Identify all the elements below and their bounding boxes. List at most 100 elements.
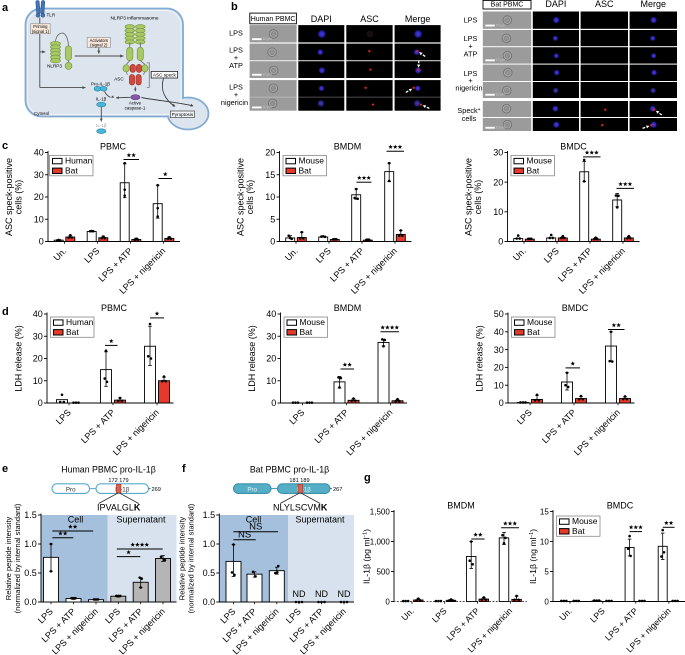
svg-text:+: + <box>468 42 472 51</box>
svg-text:0: 0 <box>39 237 44 247</box>
svg-text:1.0: 1.0 <box>24 539 37 549</box>
svg-text:Speck+: Speck+ <box>457 106 480 115</box>
svg-text:): ) <box>362 529 372 532</box>
svg-text:Bat PBMC: Bat PBMC <box>491 1 524 8</box>
svg-text:NLRP3: NLRP3 <box>47 63 62 68</box>
svg-text:5: 5 <box>270 214 275 224</box>
svg-text:20: 20 <box>494 363 504 373</box>
svg-text:20: 20 <box>265 148 275 158</box>
svg-text:0: 0 <box>38 398 43 408</box>
svg-text:10: 10 <box>266 376 276 386</box>
svg-text:Mouse: Mouse <box>300 317 326 327</box>
svg-text:30: 30 <box>34 170 44 180</box>
svg-text:IL-1β (ng ml: IL-1β (ng ml <box>528 537 538 584</box>
svg-text:1,500: 1,500 <box>370 508 391 517</box>
svg-text:Pro: Pro <box>66 486 76 493</box>
svg-text:40: 40 <box>33 309 43 319</box>
svg-text:Mouse: Mouse <box>572 516 598 526</box>
svg-text:d: d <box>2 306 9 318</box>
svg-text:PBMC: PBMC <box>101 303 128 313</box>
svg-text:Priming: Priming <box>33 24 48 29</box>
svg-text:Mouse: Mouse <box>527 317 553 327</box>
svg-text:10 μm: 10 μm <box>496 58 506 62</box>
svg-text:Activators: Activators <box>90 38 108 43</box>
svg-text:ASC speck-positive: ASC speck-positive <box>4 158 14 236</box>
svg-text:f: f <box>182 463 186 475</box>
svg-text:PBMC: PBMC <box>100 141 127 151</box>
svg-text:Bat: Bat <box>299 165 312 175</box>
svg-text:269: 269 <box>152 487 161 493</box>
svg-text:50: 50 <box>494 309 504 319</box>
svg-text:−1: −1 <box>529 532 535 538</box>
svg-text:Supernatant: Supernatant <box>116 514 166 524</box>
svg-text:+: + <box>234 53 238 62</box>
svg-text:15: 15 <box>265 170 275 180</box>
svg-text:10 μm: 10 μm <box>496 126 506 130</box>
svg-text:LPS: LPS <box>229 46 243 55</box>
svg-text:0: 0 <box>270 237 275 247</box>
svg-text:ASC speck: ASC speck <box>153 72 176 77</box>
svg-text:IL-1β (pg ml: IL-1β (pg ml <box>362 537 372 584</box>
svg-text:10: 10 <box>494 380 504 390</box>
svg-text:10 μm: 10 μm <box>496 23 506 27</box>
svg-text:1,000: 1,000 <box>370 538 391 547</box>
svg-text:Pro: Pro <box>247 486 257 493</box>
svg-text:(signal 1): (signal 1) <box>32 29 50 34</box>
svg-text:40: 40 <box>266 309 276 319</box>
svg-text:Human: Human <box>66 317 94 327</box>
svg-text:30: 30 <box>494 345 504 355</box>
svg-text:30: 30 <box>266 331 276 341</box>
svg-text:1.5: 1.5 <box>203 510 216 520</box>
svg-text:+: + <box>234 90 238 99</box>
svg-text:IL-1β: IL-1β <box>297 486 312 493</box>
svg-text:ND: ND <box>338 589 351 599</box>
svg-text:IL-1β: IL-1β <box>96 123 107 128</box>
svg-text:Pro-IL-1β: Pro-IL-1β <box>91 81 110 86</box>
svg-text:ASC: ASC <box>360 14 379 24</box>
svg-text:10: 10 <box>33 376 43 386</box>
svg-text:ASC: ASC <box>595 0 614 9</box>
svg-text:cells (%): cells (%) <box>14 180 24 215</box>
svg-text:ND: ND <box>315 589 328 599</box>
svg-text:LPS: LPS <box>464 34 478 43</box>
svg-text:Relative peptide intensity: Relative peptide intensity <box>178 517 187 601</box>
svg-text:0: 0 <box>499 398 504 408</box>
svg-text:10: 10 <box>540 538 549 547</box>
svg-text:0: 0 <box>498 237 503 247</box>
svg-text:BMDM: BMDM <box>447 500 475 510</box>
svg-text:DAPI: DAPI <box>311 14 332 24</box>
svg-text:(signal 2): (signal 2) <box>90 43 108 48</box>
svg-text:Bat: Bat <box>527 165 540 175</box>
svg-text:LDH release (%): LDH release (%) <box>14 325 24 392</box>
svg-text:5: 5 <box>544 568 549 577</box>
svg-text:Pyroptosis: Pyroptosis <box>172 112 194 117</box>
svg-text:ND: ND <box>293 589 306 599</box>
svg-text:Mouse: Mouse <box>527 156 553 166</box>
svg-text:LPS: LPS <box>229 28 243 37</box>
svg-text:a: a <box>2 2 9 14</box>
svg-text:BMDC: BMDC <box>562 303 589 313</box>
svg-text:ASC: ASC <box>114 76 124 81</box>
svg-text:BMDC: BMDC <box>560 141 587 151</box>
svg-text:e: e <box>2 463 8 475</box>
svg-text:Merge: Merge <box>641 0 667 9</box>
svg-text:267: 267 <box>333 487 342 493</box>
svg-text:10: 10 <box>34 214 44 224</box>
svg-text:0.5: 0.5 <box>24 568 37 578</box>
svg-text:IPVALGLK: IPVALGLK <box>97 503 141 513</box>
svg-text:20: 20 <box>34 192 44 202</box>
svg-text:Cell: Cell <box>68 514 84 524</box>
svg-text:Bat: Bat <box>65 165 78 175</box>
svg-text:IL-1β: IL-1β <box>115 486 130 493</box>
svg-text:LDH release (%): LDH release (%) <box>247 325 257 392</box>
svg-text:(normalized by internal standa: (normalized by internal standard) <box>187 503 196 613</box>
svg-text:ATP: ATP <box>229 61 243 70</box>
svg-text:500: 500 <box>376 568 390 577</box>
svg-text:Bat: Bat <box>572 526 585 536</box>
svg-text:1.5: 1.5 <box>24 510 37 520</box>
svg-text:Cytosol: Cytosol <box>34 111 49 116</box>
svg-text:ASC speck-positive: ASC speck-positive <box>464 158 474 236</box>
svg-text:Bat: Bat <box>66 327 79 337</box>
svg-text:Supernatant: Supernatant <box>295 514 345 524</box>
svg-text:Bat PBMC pro-IL-1β: Bat PBMC pro-IL-1β <box>250 464 329 474</box>
